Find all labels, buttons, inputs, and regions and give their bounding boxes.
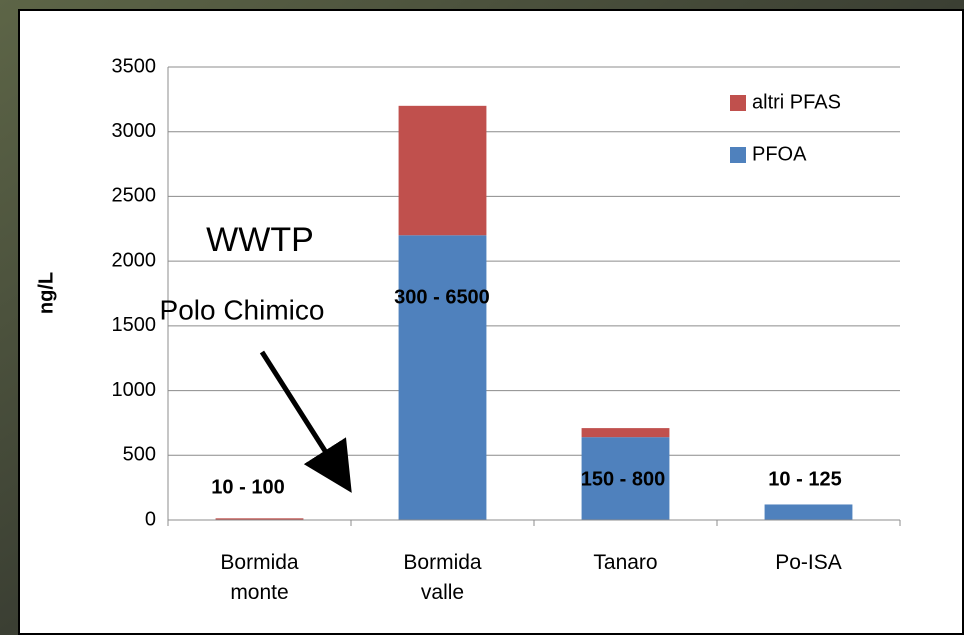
y-tick-label: 3000 — [112, 120, 157, 142]
y-tick-label: 2000 — [112, 249, 157, 271]
y-tick-label: 500 — [123, 444, 156, 466]
annotation: 150 - 800 — [581, 468, 666, 490]
legend-label: PFOA — [752, 143, 807, 165]
bar-segment — [399, 106, 487, 235]
x-tick-label: Po-ISA — [734, 548, 884, 578]
legend-swatch — [730, 147, 746, 163]
y-tick-label: 1500 — [112, 314, 157, 336]
y-tick-label: 3500 — [112, 55, 157, 77]
x-tick-label: Tanaro — [551, 548, 701, 578]
y-tick-label: 0 — [145, 508, 156, 530]
legend-label: altri PFAS — [752, 91, 841, 113]
legend-swatch — [730, 95, 746, 111]
page: ng/L 0 500 1000 1500 2000 2500 3000 3500 altri P… — [0, 0, 964, 635]
y-tick-label: 1000 — [112, 379, 157, 401]
annotation: Polo Chimico — [160, 294, 325, 325]
bar-segment — [765, 504, 853, 520]
y-tick-label: 2500 — [112, 185, 157, 207]
x-tick-label: Bormida valle — [368, 548, 518, 608]
bar-segment — [582, 428, 670, 437]
annotation: 300 - 6500 — [394, 286, 490, 308]
annotation: WWTP — [206, 221, 314, 259]
annotation: 10 - 125 — [768, 468, 841, 490]
bar-segment — [216, 518, 304, 519]
y-axis-label: ng/L — [35, 272, 57, 314]
bar-segment — [399, 235, 487, 520]
x-tick-label: Bormida monte — [185, 548, 335, 608]
chart: ng/L 0 500 1000 1500 2000 2500 3000 3500 altri P… — [0, 0, 964, 635]
annotation: 10 - 100 — [211, 476, 284, 498]
